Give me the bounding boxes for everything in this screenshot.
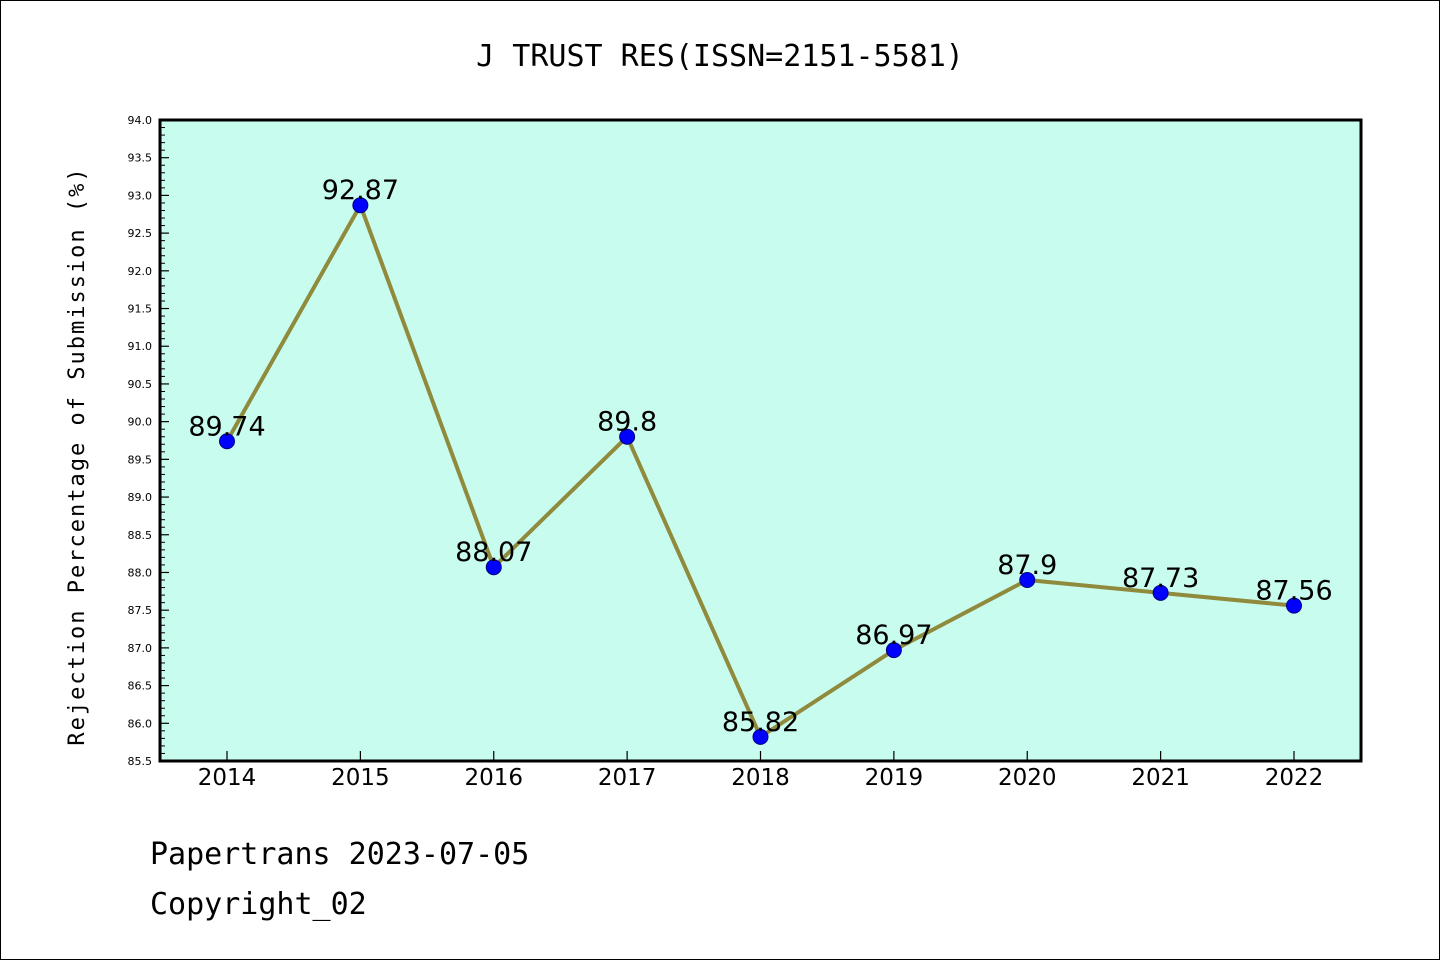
data-point — [1152, 584, 1169, 601]
data-point — [352, 197, 369, 214]
data-label: 87.9 — [997, 550, 1057, 581]
data-point — [1286, 597, 1302, 614]
y-tick-label: 85.5 — [128, 755, 153, 768]
y-axis-label: Rejection Percentage of Submission (%) — [65, 166, 90, 745]
data-point — [885, 642, 902, 659]
x-tick-label: 2020 — [998, 765, 1057, 791]
x-tick-label: 2018 — [731, 765, 790, 791]
data-label: 89.74 — [188, 411, 265, 442]
data-label: 89.8 — [597, 407, 657, 438]
data-point — [219, 433, 235, 450]
y-tick-label: 87.0 — [128, 642, 153, 655]
data-point — [619, 428, 636, 445]
y-tick-label: 90.5 — [128, 378, 153, 391]
data-label: 87.73 — [1122, 563, 1199, 594]
x-tick-label: 2021 — [1131, 765, 1190, 791]
y-tick-label: 91.5 — [128, 303, 153, 316]
data-labels: 89.74 92.87 88.07 89.8 85.82 86.97 87.9 87.73 87… — [188, 175, 1332, 738]
y-tick-label: 92.5 — [128, 227, 153, 240]
y-tick-label: 89.0 — [128, 491, 153, 504]
y-tick-label: 93.0 — [128, 189, 153, 202]
x-tick-label: 2016 — [464, 765, 523, 791]
x-tick-label: 2022 — [1265, 765, 1324, 791]
data-point — [1019, 572, 1036, 589]
y-tick-label: 92.0 — [128, 265, 153, 278]
data-points — [219, 197, 1302, 745]
x-tick-label: 2014 — [198, 765, 257, 791]
y-tick-label: 90.0 — [128, 416, 153, 429]
y-tick-label: 94.0 — [128, 114, 153, 127]
data-label: 87.56 — [1255, 576, 1332, 607]
x-tick-label: 2019 — [865, 765, 924, 791]
footer-copyright: Copyright_02 — [150, 887, 367, 922]
footer-date: Papertrans 2023-07-05 — [150, 837, 529, 872]
y-tick-label: 93.5 — [128, 152, 153, 165]
x-axis: 2014 2015 2016 2017 2018 2019 2020 2021 2022 — [198, 751, 1324, 791]
y-tick-label: 86.0 — [128, 717, 153, 730]
data-label: 88.07 — [455, 537, 532, 568]
x-tick-label: 2017 — [598, 765, 657, 791]
x-tick-label: 2015 — [331, 765, 390, 791]
y-tick-label: 87.5 — [128, 604, 153, 617]
data-point — [485, 559, 502, 576]
y-tick-label: 88.0 — [128, 566, 153, 579]
y-tick-label: 89.5 — [128, 453, 153, 466]
plot-area — [158, 118, 1363, 763]
y-tick-label: 88.5 — [128, 529, 153, 542]
data-label: 92.87 — [322, 175, 399, 206]
data-label: 85.82 — [722, 707, 799, 738]
y-axis: 85.5 86.0 86.5 87.0 87.5 88.0 88.5 89.0 89.5 90.0… — [128, 114, 169, 768]
y-tick-label: 86.5 — [128, 680, 153, 693]
data-point — [752, 728, 769, 745]
y-tick-label: 91.0 — [128, 340, 153, 353]
chart-title: J TRUST RES(ISSN=2151-5581) — [476, 39, 964, 74]
data-label: 86.97 — [855, 620, 932, 651]
